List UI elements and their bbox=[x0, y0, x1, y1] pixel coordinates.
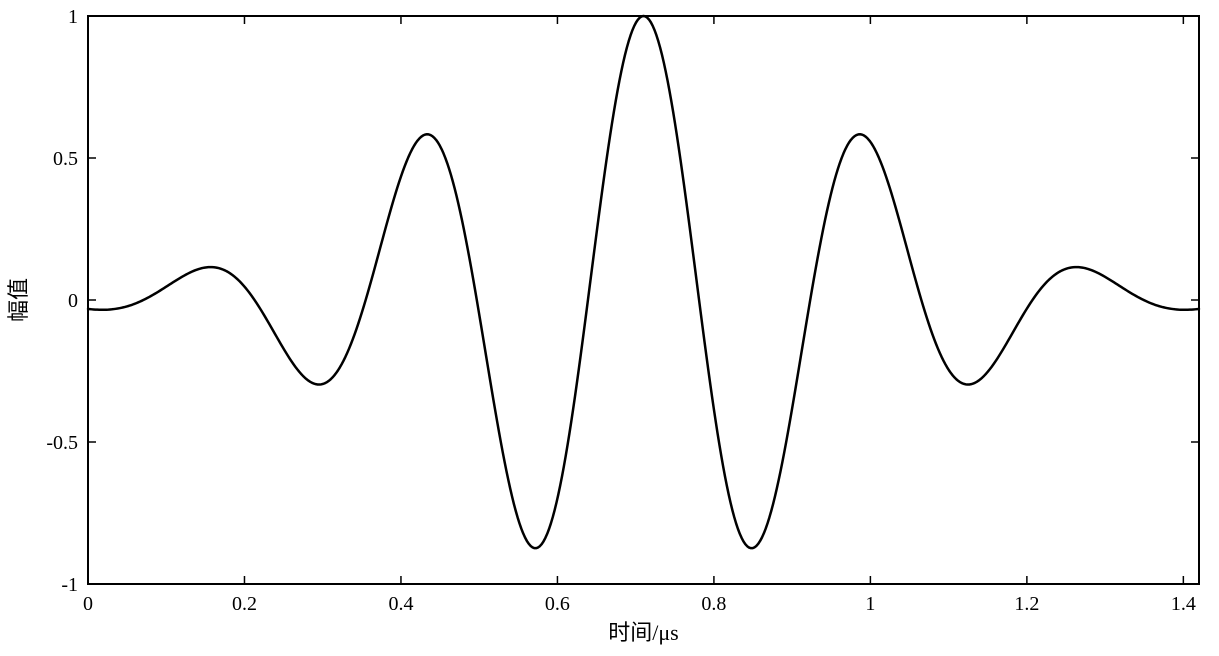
svg-text:-0.5: -0.5 bbox=[46, 432, 78, 454]
svg-text:0.8: 0.8 bbox=[701, 593, 726, 615]
svg-text:1: 1 bbox=[68, 6, 78, 28]
svg-text:0: 0 bbox=[68, 290, 78, 312]
waveform-chart: 0 0.2 0.4 0.6 0.8 1 1.2 1.4 时间/μs -1 -0.5 0 0.5 1 幅值 bbox=[0, 0, 1219, 656]
svg-text:1.2: 1.2 bbox=[1014, 593, 1039, 615]
svg-text:-1: -1 bbox=[61, 574, 78, 596]
svg-text:1: 1 bbox=[865, 593, 875, 615]
svg-text:0: 0 bbox=[83, 593, 93, 615]
svg-text:幅值: 幅值 bbox=[6, 278, 31, 322]
svg-text:0.2: 0.2 bbox=[232, 593, 257, 615]
svg-text:0.4: 0.4 bbox=[388, 593, 413, 615]
svg-text:时间/μs: 时间/μs bbox=[608, 620, 678, 645]
svg-text:0.6: 0.6 bbox=[545, 593, 570, 615]
svg-text:1.4: 1.4 bbox=[1171, 593, 1196, 615]
svg-text:0.5: 0.5 bbox=[53, 148, 78, 170]
chart-svg: 0 0.2 0.4 0.6 0.8 1 1.2 1.4 时间/μs -1 -0.5 0 0.5 1 幅值 bbox=[0, 0, 1219, 656]
